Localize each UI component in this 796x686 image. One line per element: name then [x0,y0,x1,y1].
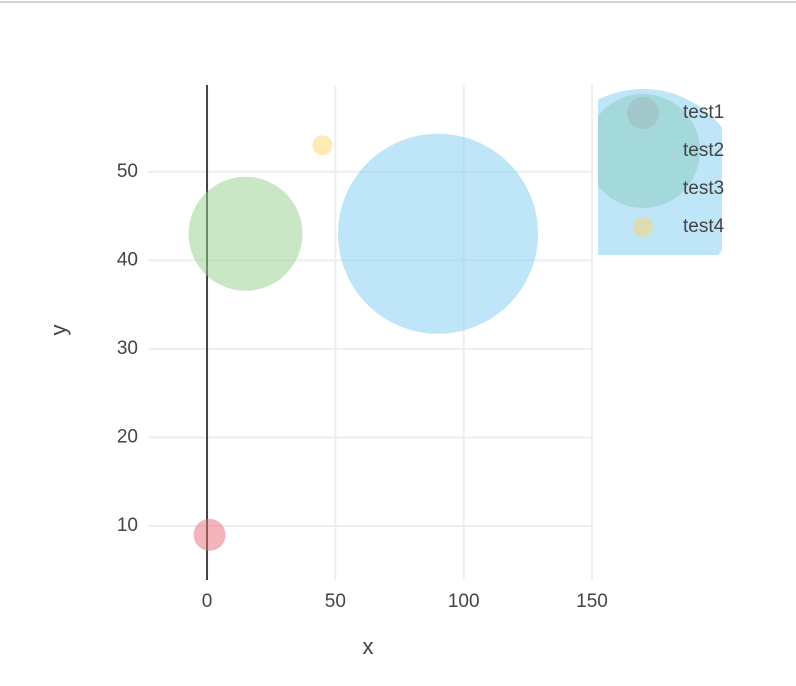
bubble [188,176,303,291]
x-tick-label: 100 [448,591,480,612]
legend: test1 test2 test3 test4 [598,89,725,255]
bubble [312,135,333,156]
x-axis-title: x [363,634,374,659]
legend-label[interactable]: test1 [683,102,724,123]
legend-label[interactable]: test2 [683,140,724,161]
bubble [338,133,539,334]
legend-label[interactable]: test4 [683,216,725,237]
y-tick-label: 10 [117,515,138,536]
bubble [193,518,226,551]
plot-area [188,133,539,551]
y-tick-label: 20 [117,426,138,447]
y-axis-title: y [46,325,71,336]
legend-markers [598,89,722,255]
legend-marker [633,217,653,237]
legend-label[interactable]: test3 [683,178,724,199]
x-tick-label: 0 [202,591,213,612]
x-tick-label: 150 [576,591,608,612]
legend-marker [598,89,722,255]
y-tick-label: 50 [117,161,138,182]
grid: 10 20 30 40 50 0 50 100 150 [117,85,608,612]
y-tick-label: 40 [117,249,138,270]
y-tick-label: 30 [117,338,138,359]
x-tick-label: 50 [325,591,346,612]
